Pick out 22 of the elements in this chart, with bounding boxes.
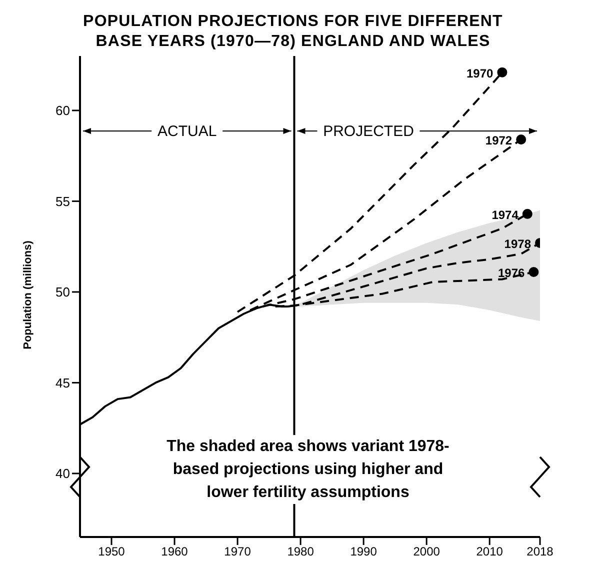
x-tick-label: 1990 [350, 544, 378, 559]
annotation: PROJECTED [323, 123, 414, 140]
y-tick-label: 55 [56, 194, 70, 209]
x-tick-label: 2000 [413, 544, 440, 559]
series-label: 1972 [485, 133, 512, 148]
y-tick-label: 60 [56, 103, 70, 118]
x-tick-label: 1980 [287, 544, 314, 559]
series-label: 1970 [466, 66, 494, 80]
chart-title: POPULATION PROJECTIONS FOR FIVE DIFFERENT BASE YEARS (1970—78) ENGLAND AND WALES [82, 12, 504, 52]
series-label: 1978 [504, 236, 532, 251]
y-tick-label: 40 [56, 466, 70, 482]
x-tick-label: 2018 [526, 544, 554, 559]
x-tick-label: 2010 [476, 544, 504, 559]
y-tick-label: 45 [56, 375, 70, 390]
annotation: ACTUAL [158, 123, 217, 140]
series-label: 1974 [492, 208, 519, 222]
y-axis-title: Population (millions) [22, 239, 34, 351]
x-tick-label: 1970 [224, 544, 252, 559]
x-tick-label: 1950 [98, 544, 126, 559]
y-tick-label: 50 [56, 284, 70, 300]
x-tick-label: 1960 [161, 544, 188, 559]
annotation: The shaded area shows variant 1978-based projections using higher and lower fertility assumptions [152, 435, 464, 504]
